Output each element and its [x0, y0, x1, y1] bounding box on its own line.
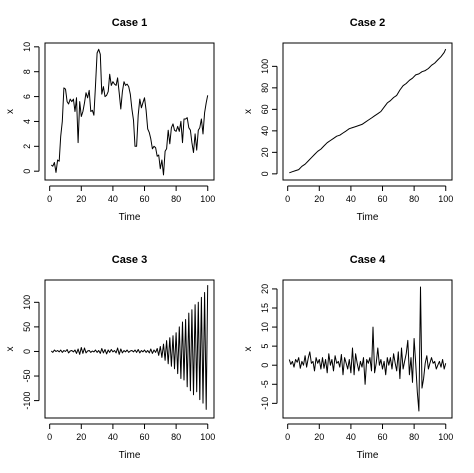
x-tick-label: 40	[346, 194, 356, 204]
x-tick-label: 0	[285, 194, 290, 204]
x-tick-label: 0	[285, 432, 290, 442]
plot-frame	[282, 42, 453, 181]
series-line	[50, 285, 209, 410]
y-tick-label: 2	[22, 144, 32, 149]
y-tick-label: 10	[260, 322, 270, 332]
y-tick-label: 20	[260, 284, 270, 294]
chart-panel-1: Case 1 0 20 40 60 80 100 Time 0 2 4 6 8 10 x	[5, 17, 215, 223]
plot-frame	[282, 279, 453, 419]
y-axis-label: x	[5, 347, 16, 352]
x-tick-label: 20	[76, 432, 86, 442]
y-tick-label: 100	[22, 295, 32, 310]
y-axis-label: x	[243, 347, 254, 352]
y-tick-label: 10	[22, 42, 32, 52]
x-tick-label: 40	[108, 194, 118, 204]
x-tick-label: 100	[200, 432, 215, 442]
chart-title: Case 3	[112, 254, 147, 266]
y-axis: 0 2 4 6 8 10 x	[5, 42, 40, 174]
x-tick-label: 80	[409, 432, 419, 442]
x-tick-label: 20	[314, 194, 324, 204]
y-tick-label: 60	[260, 104, 270, 114]
x-tick-label: 60	[378, 194, 388, 204]
y-tick-label: 5	[260, 344, 270, 349]
x-tick-label: 40	[108, 432, 118, 442]
x-tick-label: 40	[346, 432, 356, 442]
x-tick-label: 100	[438, 432, 453, 442]
y-tick-label: 15	[260, 303, 270, 313]
x-tick-label: 60	[140, 432, 150, 442]
y-tick-label: 4	[22, 119, 32, 124]
y-tick-label: -50	[22, 370, 32, 383]
y-axis: 0 20 40 60 80 100 x	[243, 59, 278, 176]
x-tick-label: 100	[200, 194, 215, 204]
x-tick-label: 80	[171, 432, 181, 442]
y-tick-label: 8	[22, 69, 32, 74]
x-axis-label: Time	[119, 212, 141, 223]
x-tick-label: 60	[378, 432, 388, 442]
y-tick-label: 40	[260, 126, 270, 136]
plot-frame	[44, 279, 215, 419]
y-tick-label: 0	[22, 169, 32, 174]
y-tick-label: 6	[22, 94, 32, 99]
chart-title: Case 2	[350, 17, 385, 29]
plot-frame	[44, 42, 215, 181]
x-axis: 0 20 40 60 80 100 Time	[285, 423, 453, 461]
y-axis: -10 -5 0 5 10 15 20 x	[243, 284, 278, 410]
y-tick-label: 20	[260, 147, 270, 157]
chart-title: Case 4	[350, 254, 386, 266]
x-tick-label: 80	[409, 194, 419, 204]
y-tick-label: -10	[260, 397, 270, 410]
y-axis-label: x	[5, 109, 16, 114]
x-axis: 0 20 40 60 80 100 Time	[47, 185, 215, 223]
x-tick-label: 80	[171, 194, 181, 204]
y-tick-label: 100	[260, 59, 270, 74]
x-tick-label: 0	[47, 194, 52, 204]
y-tick-label: -100	[22, 392, 32, 410]
y-tick-label: 0	[260, 171, 270, 176]
chart-panel-3: Case 3 0 20 40 60 80 100 Time -100 -50 0 50 100 x	[5, 254, 215, 461]
x-tick-label: 100	[438, 194, 453, 204]
series-line	[289, 48, 447, 174]
x-tick-label: 60	[140, 194, 150, 204]
x-tick-label: 20	[314, 432, 324, 442]
series-line	[288, 286, 447, 412]
x-axis: 0 20 40 60 80 100 Time	[47, 423, 215, 461]
series-line	[50, 48, 209, 176]
y-axis-label: x	[243, 109, 254, 114]
y-axis: -100 -50 0 50 100 x	[5, 295, 40, 410]
x-axis-label: Time	[119, 450, 141, 461]
x-axis-label: Time	[357, 450, 379, 461]
y-tick-label: 0	[260, 363, 270, 368]
chart-title: Case 1	[112, 17, 147, 29]
x-axis-label: Time	[357, 212, 379, 223]
y-tick-label: 50	[22, 322, 32, 332]
y-tick-label: 80	[260, 83, 270, 93]
chart-panel-2: Case 2 0 20 40 60 80 100 Time 0 20 40 60 80 100 x	[243, 17, 453, 223]
x-tick-label: 0	[47, 432, 52, 442]
x-axis: 0 20 40 60 80 100 Time	[285, 185, 453, 223]
chart-panel-4: Case 4 0 20 40 60 80 100 Time -10 -5 0 5 10 15 20 x	[243, 254, 453, 461]
y-tick-label: -5	[260, 380, 270, 388]
x-tick-label: 20	[76, 194, 86, 204]
y-tick-label: 0	[22, 349, 32, 354]
